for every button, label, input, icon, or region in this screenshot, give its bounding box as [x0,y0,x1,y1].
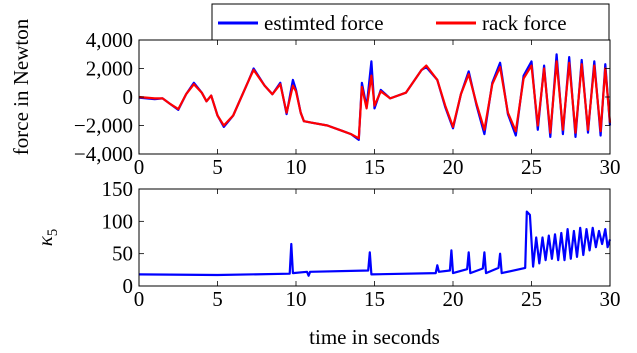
legend-label-rack-force: rack force [482,11,567,35]
kappa-y-axis-label: κ5 [33,229,61,247]
force-series-group [139,54,610,140]
series-line-1-1 [139,61,610,138]
x-tick-label: 30 [600,287,621,311]
x-tick-label: 10 [286,155,307,179]
x-tick-label: 20 [443,155,464,179]
y-tick-label: 50 [112,242,133,266]
x-tick-label: 25 [521,155,542,179]
legend-label-estimated-force: estimted force [264,11,384,35]
time-x-axis-label: time in seconds [309,325,440,349]
x-tick-label: 30 [600,155,621,179]
x-tick-label: 0 [134,287,145,311]
kappa-axes-frame [139,189,610,286]
x-tick-label: 25 [521,287,542,311]
y-tick-label: 2,000 [86,57,133,81]
legend: estimted force rack force [212,4,609,40]
x-tick-label: 5 [212,287,223,311]
y-tick-label: −2,000 [74,114,133,138]
x-tick-label: 10 [286,287,307,311]
y-tick-label: 0 [123,85,134,109]
x-tick-label: 5 [212,155,223,179]
y-tick-label: 0 [123,274,134,298]
x-tick-label: 20 [443,287,464,311]
y-tick-label: 100 [102,209,134,233]
y-tick-label: −4,000 [74,142,133,166]
y-tick-label: 150 [102,177,134,201]
force-y-axis-label: force in Newton [9,18,33,155]
x-tick-label: 0 [134,155,145,179]
x-tick-label: 15 [364,287,385,311]
y-tick-label: 4,000 [86,28,133,52]
x-tick-label: 15 [364,155,385,179]
kappa-series-group [139,212,610,276]
series-line-2-0 [139,212,610,276]
